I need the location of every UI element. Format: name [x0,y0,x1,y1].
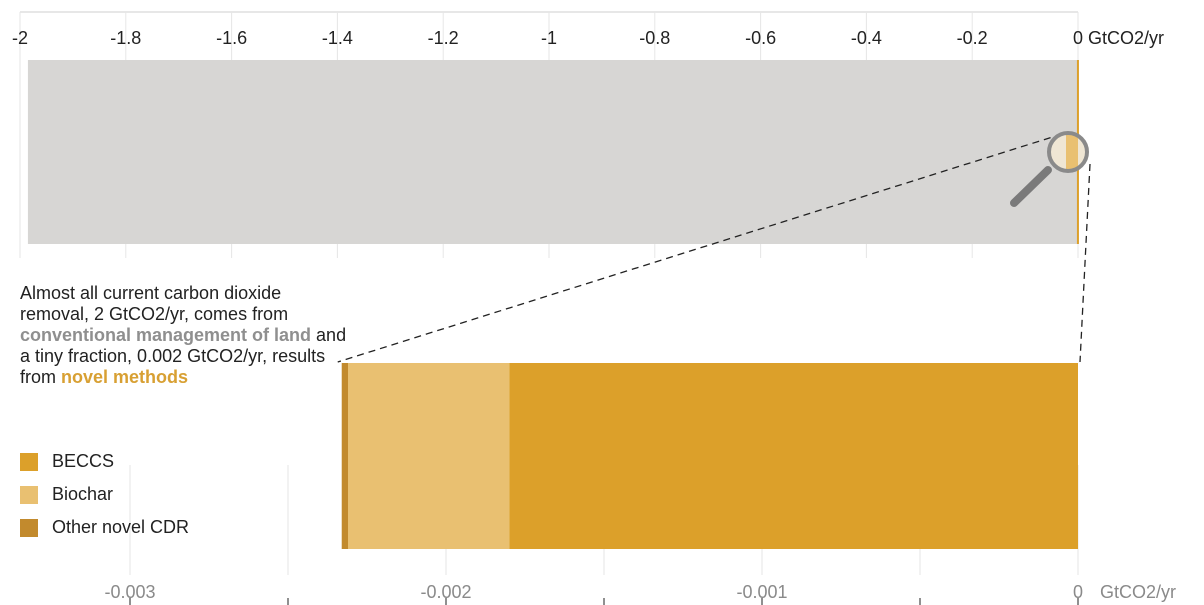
top-tick-label: -0.2 [957,28,988,48]
top-tick-label: -0.8 [639,28,670,48]
zoom-line-right [1079,163,1091,363]
top-bars [27,60,1079,244]
top-tick-label: -1.2 [428,28,459,48]
top-tick-label: -1.8 [110,28,141,48]
legend-swatch-biochar [20,485,38,504]
legend-swatch-beccs [20,452,38,471]
legend-item-biochar: Biochar [20,483,189,506]
magnifier-content [1066,134,1078,170]
legend-item-beccs: BECCS [20,450,189,473]
top-tick-label: -1 [541,28,557,48]
top-tick-label: -0.6 [745,28,776,48]
legend-swatch-other [20,518,38,537]
annotation-text: Almost all current carbon dioxide remova… [20,283,350,388]
top-tick-label: -1.6 [216,28,247,48]
magnifier-icon [1010,131,1089,207]
legend-label-beccs: BECCS [52,451,115,471]
bar-conventional [27,60,1078,244]
bottom-tick-label: -0.001 [736,582,787,602]
bar-biochar [348,363,510,549]
top-tick-label: -0.4 [851,28,882,48]
bottom-bars [341,363,1078,549]
annotation-part1: Almost all current carbon dioxide remova… [20,283,289,324]
legend: BECCS Biochar Other novel CDR [20,450,189,549]
top-tick-label: 0 [1073,28,1083,48]
bottom-tick-labels: -0.003 -0.002 -0.001 0 [104,582,1083,602]
top-tick-label: -2 [12,28,28,48]
annotation-highlight-conventional: conventional management of land [20,325,312,345]
top-unit-label: GtCO2/yr [1088,28,1164,48]
bottom-tick-label: 0 [1073,582,1083,602]
bottom-unit-label: GtCO2/yr [1100,582,1176,602]
annotation-part2: and a tiny fraction, 0.002 GtCO2/yr, res… [20,325,347,387]
zoom-line-left [337,133,1063,363]
magnifier-rim [1047,131,1089,173]
bar-beccs [509,363,1078,549]
legend-label-biochar: Biochar [52,484,114,504]
bottom-tick-label: -0.002 [420,582,471,602]
zoom-connector-lines [337,133,1091,363]
annotation-highlight-novel: novel methods [61,367,189,387]
top-tick-labels: -2 -1.8 -1.6 -1.4 -1.2 -1 -0.8 -0.6 -0.4 -0.2 0 [12,28,1083,48]
bar-other-novel-cdr [341,363,349,549]
legend-item-other: Other novel CDR [20,516,189,539]
top-tick-label: -1.4 [322,28,353,48]
legend-label-other: Other novel CDR [52,517,190,537]
magnifier-handle [1010,166,1052,207]
bottom-tick-label: -0.003 [104,582,155,602]
